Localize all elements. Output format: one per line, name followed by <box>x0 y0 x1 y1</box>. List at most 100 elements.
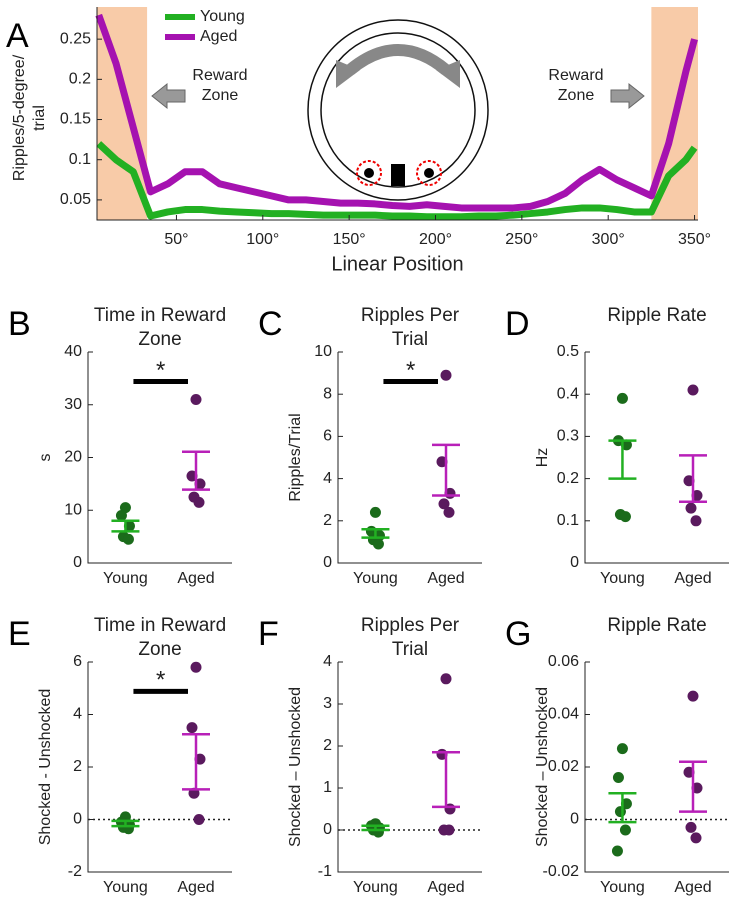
y-tick-label: 0 <box>73 554 82 571</box>
x-tick-label: Aged <box>674 570 711 587</box>
axis <box>584 662 729 873</box>
y-axis-label: s <box>37 454 54 462</box>
x-tick-label: 300° <box>592 231 625 248</box>
y-tick-label: 4 <box>323 653 332 670</box>
y-tick-label: 1 <box>323 779 332 796</box>
panel-title: Ripple Rate <box>607 305 706 326</box>
data-point <box>690 832 702 844</box>
annotation-arrow <box>151 82 186 110</box>
annotation: Reward <box>192 67 247 84</box>
data-point <box>619 511 631 523</box>
panel-title: Time in Reward <box>94 615 226 636</box>
data-point <box>443 506 455 518</box>
y-axis-label: Shocked - Unshocked <box>37 689 54 846</box>
significance-star: * <box>406 357 415 384</box>
data-point <box>616 392 628 404</box>
y-axis-label: Hz <box>534 448 551 468</box>
y-tick-label: 0.1 <box>69 151 91 168</box>
x-tick-label: Young <box>600 570 645 587</box>
annotation: Zone <box>558 87 595 104</box>
data-point <box>122 533 134 545</box>
data-point <box>616 743 628 755</box>
data-point <box>443 824 455 836</box>
y-axis-label: Shocked – Unshocked <box>287 687 304 847</box>
y-tick-label: -2 <box>68 863 82 880</box>
data-point <box>687 690 699 702</box>
y-tick-label: -0.02 <box>543 863 580 880</box>
y-tick-label: 0.4 <box>557 385 579 402</box>
panel-title: Ripple Rate <box>607 615 706 636</box>
panel-title: Trial <box>392 639 428 660</box>
y-axis-label: trial <box>31 105 48 131</box>
axis <box>337 662 482 873</box>
y-tick-label: 2 <box>73 758 82 775</box>
data-point <box>369 506 381 518</box>
annotation: Reward <box>548 67 603 84</box>
panel-letter: G <box>505 615 531 653</box>
panel-title: Time in Reward <box>94 305 226 326</box>
y-tick-label: 0.02 <box>548 758 579 775</box>
data-point <box>438 498 450 510</box>
annotation-arrow <box>610 82 645 110</box>
data-point <box>440 673 452 685</box>
data-point <box>193 496 205 508</box>
data-point <box>612 772 624 783</box>
panel-title: Trial <box>392 329 428 350</box>
y-tick-label: 2 <box>323 512 332 529</box>
data-point <box>685 502 697 514</box>
data-point <box>372 538 384 550</box>
y-tick-label: 0 <box>323 554 332 571</box>
y-tick-label: 0.1 <box>557 512 579 529</box>
data-point <box>190 661 202 673</box>
data-point <box>611 845 623 857</box>
data-point <box>186 722 198 734</box>
significance-star: * <box>156 357 165 384</box>
y-tick-label: 0.15 <box>60 111 91 128</box>
panel-title: Zone <box>138 329 181 350</box>
y-axis-label: Ripples/Trial <box>287 413 304 501</box>
y-tick-label: 30 <box>64 396 82 413</box>
data-point <box>190 393 202 405</box>
legend-label: Young <box>200 8 245 25</box>
panel-letter: C <box>258 305 283 343</box>
x-tick-label: Young <box>353 570 398 587</box>
y-tick-label: 10 <box>314 343 332 360</box>
series-line <box>96 141 698 221</box>
panel-title: Ripples Per <box>361 305 460 326</box>
y-tick-label: -1 <box>318 863 332 880</box>
axis <box>584 352 729 564</box>
data-point <box>619 824 631 836</box>
y-tick-label: 0.04 <box>548 706 579 723</box>
data-point <box>115 510 127 522</box>
y-tick-label: 4 <box>323 470 332 487</box>
y-tick-label: 0 <box>73 811 82 828</box>
x-tick-label: Young <box>103 879 148 896</box>
x-tick-label: 150° <box>333 231 366 248</box>
x-tick-label: 200° <box>419 231 452 248</box>
y-tick-label: 8 <box>323 385 332 402</box>
x-tick-label: Aged <box>177 570 214 587</box>
y-tick-label: 6 <box>323 428 332 445</box>
x-tick-label: 50° <box>164 231 188 248</box>
data-point <box>685 821 697 833</box>
x-tick-label: Aged <box>177 879 214 896</box>
x-tick-label: 100° <box>246 231 279 248</box>
panel-title: Ripples Per <box>361 615 460 636</box>
y-tick-label: 0.2 <box>557 470 579 487</box>
series-line <box>95 13 698 212</box>
panel-letter: A <box>6 17 29 55</box>
x-tick-label: Aged <box>674 879 711 896</box>
y-tick-label: 4 <box>73 706 82 723</box>
y-axis-label: Shocked – Unshocked <box>534 687 551 847</box>
x-tick-label: Young <box>103 570 148 587</box>
data-point <box>690 515 702 527</box>
annotation: Zone <box>202 87 239 104</box>
panel-letter: D <box>505 305 530 343</box>
y-tick-label: 0 <box>570 554 579 571</box>
y-tick-label: 2 <box>323 737 332 754</box>
y-tick-label: 0 <box>570 811 579 828</box>
panel-letter: E <box>8 615 31 653</box>
x-tick-label: Aged <box>427 570 464 587</box>
y-tick-label: 0.2 <box>69 71 91 88</box>
